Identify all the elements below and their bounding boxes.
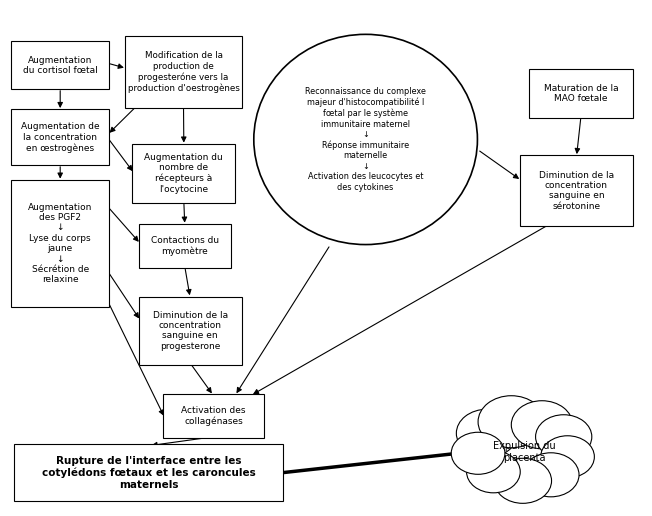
FancyBboxPatch shape bbox=[529, 69, 633, 118]
Text: Augmentation
des PGF2
↓
Lyse du corps
jaune
↓
Sécrétion de
relaxine: Augmentation des PGF2 ↓ Lyse du corps ja… bbox=[28, 203, 93, 284]
FancyBboxPatch shape bbox=[163, 394, 264, 438]
FancyBboxPatch shape bbox=[11, 180, 110, 307]
Circle shape bbox=[511, 401, 572, 449]
FancyBboxPatch shape bbox=[11, 109, 110, 166]
Circle shape bbox=[541, 436, 595, 478]
FancyBboxPatch shape bbox=[14, 444, 283, 502]
Circle shape bbox=[494, 458, 552, 503]
Circle shape bbox=[478, 396, 544, 448]
Text: Maturation de la
MAO fœtale: Maturation de la MAO fœtale bbox=[544, 84, 618, 103]
Text: Rupture de l'interface entre les
cotylédons fœtaux et les caroncules
maternels: Rupture de l'interface entre les cotyléd… bbox=[42, 456, 256, 490]
Ellipse shape bbox=[254, 35, 477, 245]
Text: Augmentation
du cortisol fœtal: Augmentation du cortisol fœtal bbox=[23, 56, 98, 75]
Text: Diminution de la
concentration
sanguine en
sérotonine: Diminution de la concentration sanguine … bbox=[539, 171, 614, 211]
Text: Modification de la
production de
progesteróne vers la
production d'oestrogènes: Modification de la production de progest… bbox=[128, 51, 239, 92]
Text: Contactions du
myomètre: Contactions du myomètre bbox=[151, 236, 219, 256]
FancyBboxPatch shape bbox=[132, 144, 235, 203]
FancyBboxPatch shape bbox=[125, 36, 243, 108]
FancyBboxPatch shape bbox=[139, 224, 231, 268]
Text: Augmentation du
nombre de
récepteurs à
l'ocytocine: Augmentation du nombre de récepteurs à l… bbox=[145, 153, 223, 194]
Circle shape bbox=[523, 453, 579, 497]
Text: Augmentation de
la concentration
en œstrogènes: Augmentation de la concentration en œstr… bbox=[21, 122, 100, 153]
Circle shape bbox=[451, 432, 505, 474]
Circle shape bbox=[456, 409, 518, 457]
FancyBboxPatch shape bbox=[520, 155, 633, 226]
Text: Expulsion du
placenta: Expulsion du placenta bbox=[493, 441, 556, 462]
Text: Reconnaissance du complexe
majeur d'histocompatibilité I
fœtal par le système
im: Reconnaissance du complexe majeur d'hist… bbox=[305, 87, 426, 191]
FancyBboxPatch shape bbox=[139, 297, 242, 365]
Circle shape bbox=[467, 451, 520, 493]
Circle shape bbox=[535, 415, 592, 459]
Text: Diminution de la
concentration
sanguine en
progesterone: Diminution de la concentration sanguine … bbox=[153, 311, 228, 351]
FancyBboxPatch shape bbox=[11, 41, 110, 89]
Text: Activation des
collagénases: Activation des collagénases bbox=[181, 406, 246, 426]
